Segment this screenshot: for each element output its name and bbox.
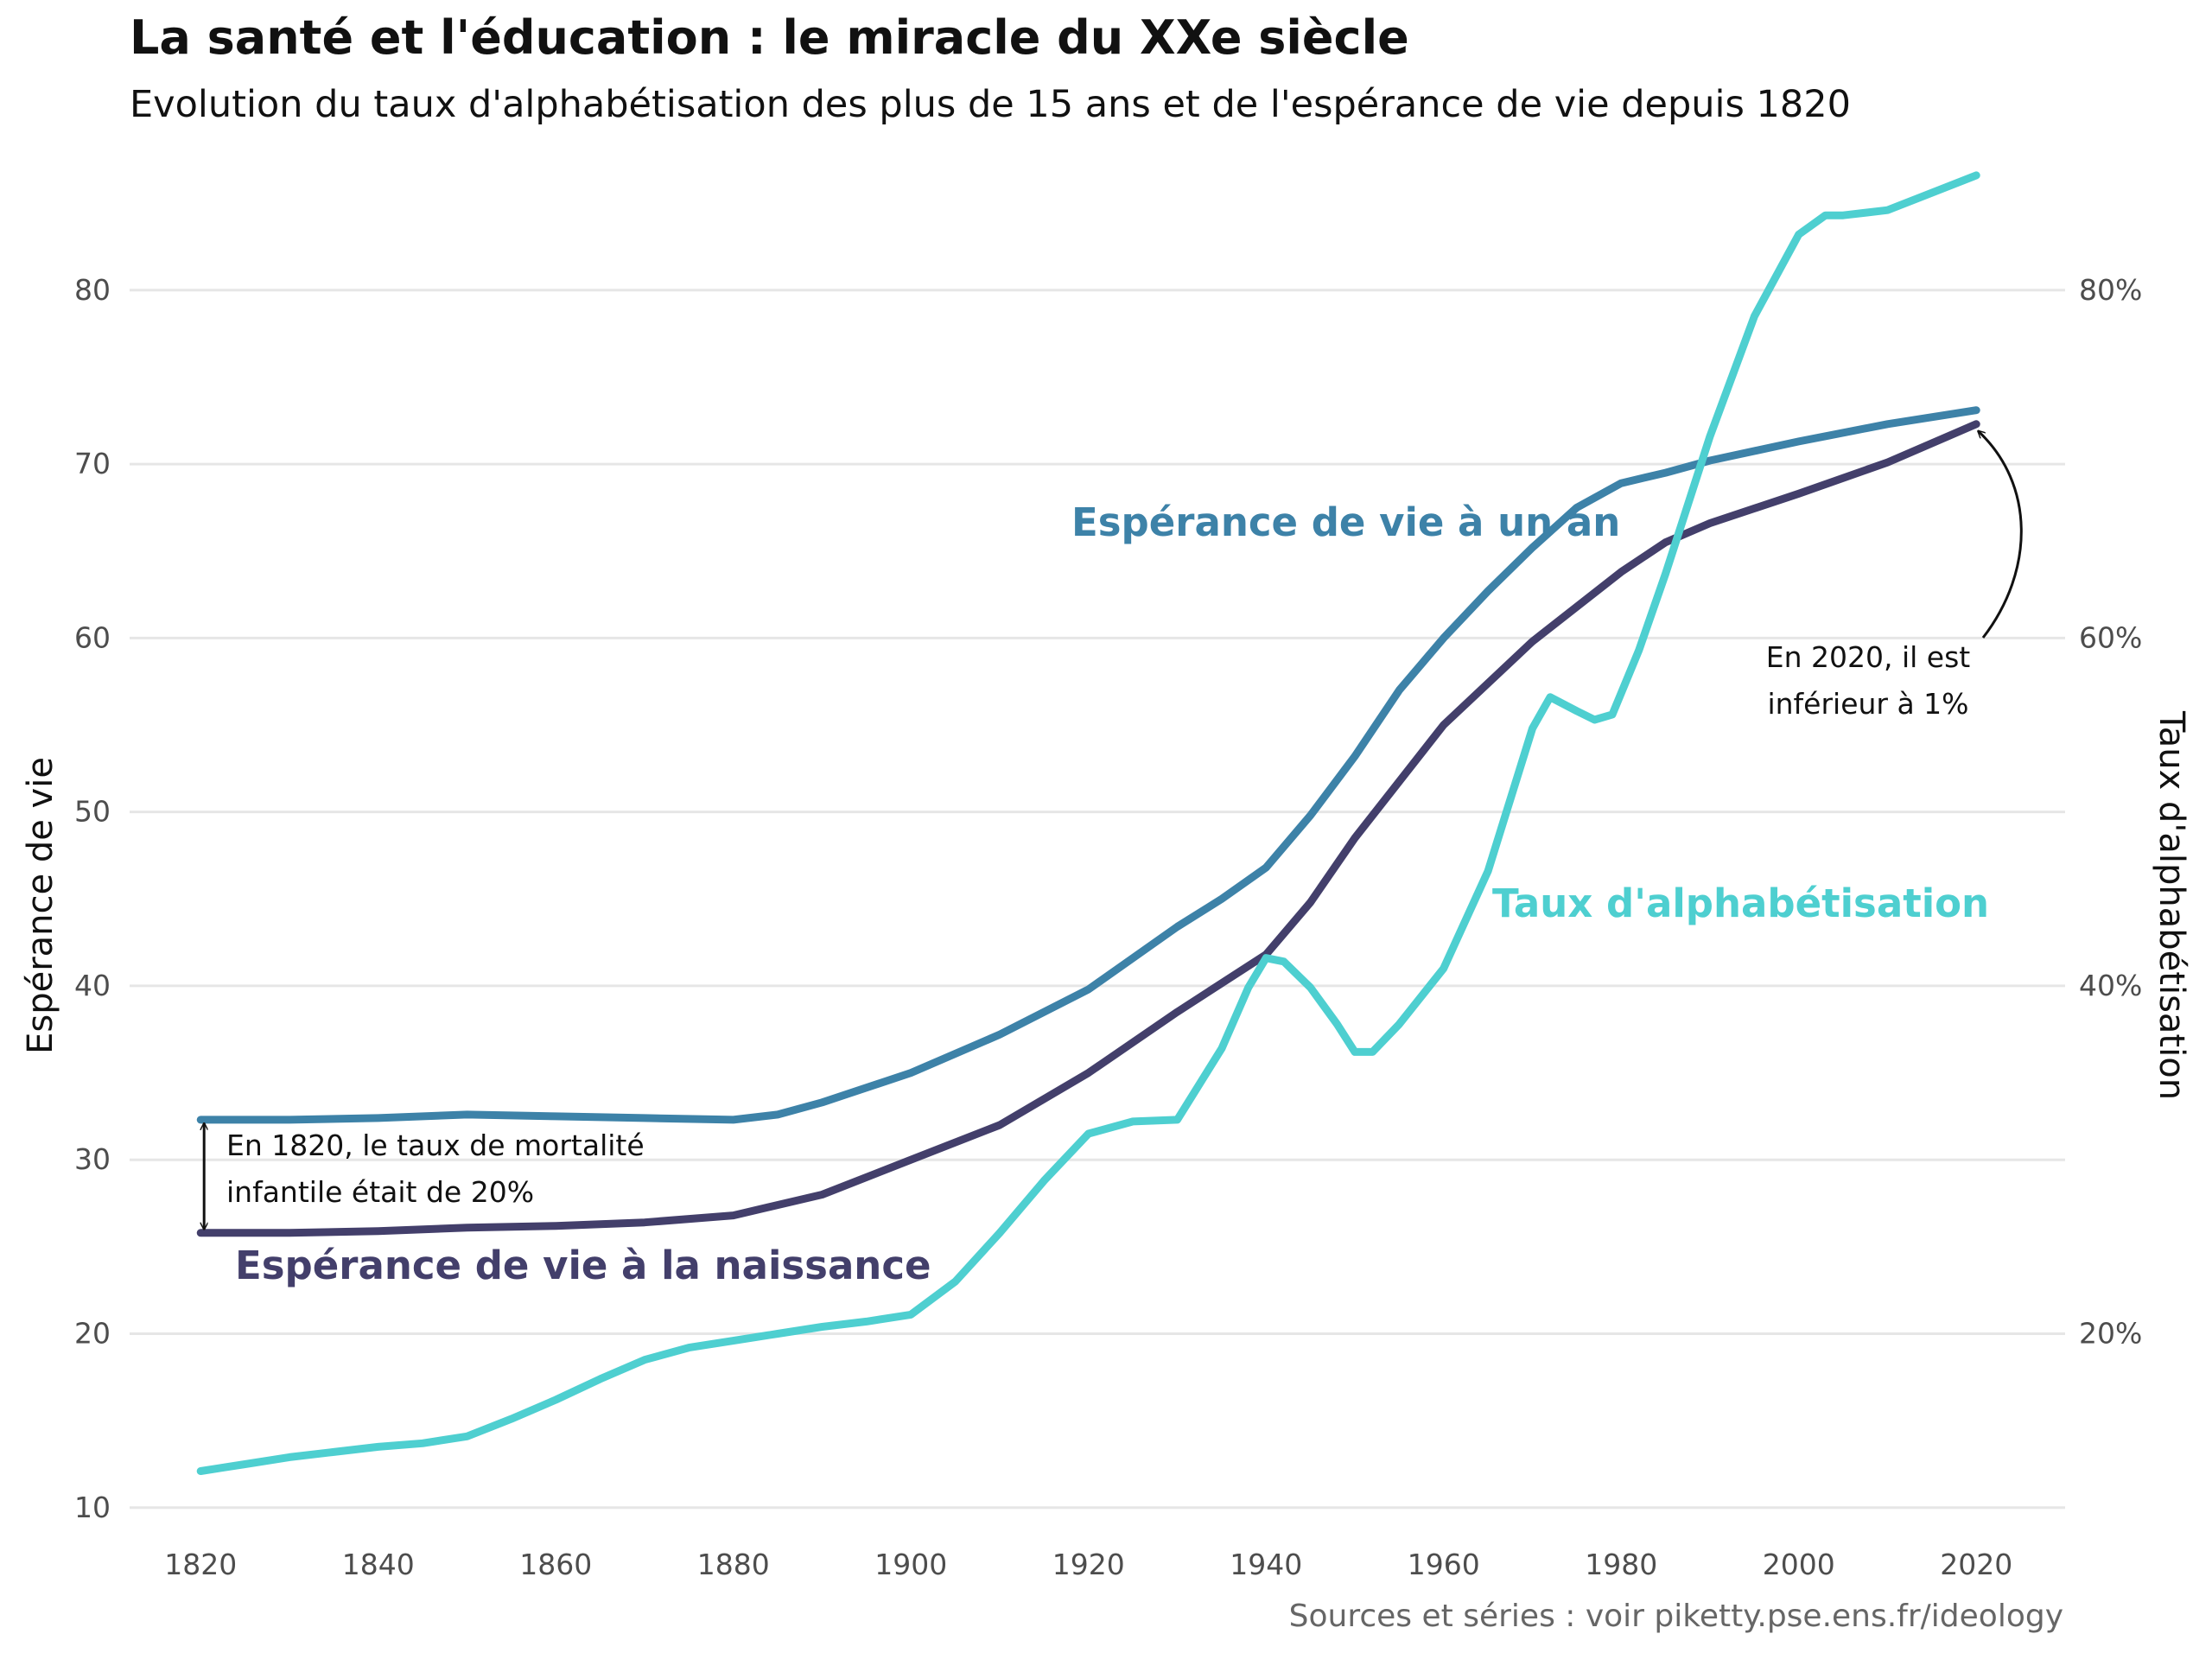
x-tick-label: 1880 <box>697 1548 770 1581</box>
y-axis-right-ticks: 20% 40% 60% 80% <box>2079 273 2142 1351</box>
y-tick-label: 60 <box>74 620 111 654</box>
y-tick-label: 80 <box>74 273 111 307</box>
x-tick-label: 1920 <box>1052 1548 1125 1581</box>
y-tick-label: 30 <box>74 1142 111 1176</box>
x-tick-label: 1840 <box>342 1548 415 1581</box>
y-axis-left-ticks: 10 20 30 40 50 60 70 80 <box>74 273 111 1524</box>
y2-tick-label: 60% <box>2079 620 2142 654</box>
y-tick-label: 70 <box>74 447 111 480</box>
annotation-2020-line-2: inférieur à 1% <box>1767 687 1968 721</box>
annotation-1820-line-1: En 1820, le taux de mortalité <box>226 1128 645 1162</box>
arrow-2020-curved <box>1978 431 2023 639</box>
annotation-2020: En 2020, il est inférieur à 1% <box>1766 431 2023 721</box>
y2-tick-label: 20% <box>2079 1317 2142 1351</box>
annotation-2020-line-1: En 2020, il est <box>1766 640 1971 674</box>
x-tick-label: 1940 <box>1230 1548 1302 1581</box>
y-axis-left-title: Espérance de vie <box>21 757 60 1054</box>
series-line-alphabetisation <box>196 171 1980 1475</box>
annotation-1820: En 1820, le taux de mortalité infantile … <box>204 1123 645 1230</box>
annotation-1820-line-2: infantile était de 20% <box>226 1175 534 1209</box>
x-axis-ticks: 1820 1840 1860 1880 1900 1920 1940 1960 1980 2000… <box>164 1548 2012 1581</box>
x-tick-label: 2020 <box>1940 1548 2012 1581</box>
x-tick-label: 2000 <box>1763 1548 1835 1581</box>
series-label-alphabetisation: Taux d'alphabétisation <box>1492 881 1989 926</box>
y2-tick-label: 80% <box>2079 273 2142 307</box>
source-note: Sources et séries : voir piketty.pse.ens… <box>1288 1599 2063 1634</box>
chart-subtitle: Evolution du taux d'alphabétisation des … <box>130 83 1851 126</box>
y-tick-label: 50 <box>74 795 111 829</box>
x-tick-label: 1960 <box>1408 1548 1480 1581</box>
chart-title: La santé et l'éducation : le miracle du … <box>130 10 1409 65</box>
y-tick-label: 20 <box>74 1317 111 1351</box>
y-axis-right-title: Taux d'alphabétisation <box>2152 710 2191 1100</box>
y-tick-label: 40 <box>74 969 111 1002</box>
x-tick-label: 1900 <box>874 1548 947 1581</box>
y-tick-label: 10 <box>74 1491 111 1524</box>
series-label-esperance-naissance: Espérance de vie à la naissance <box>235 1243 931 1288</box>
x-tick-label: 1820 <box>164 1548 237 1581</box>
x-tick-label: 1980 <box>1585 1548 1657 1581</box>
series-line-esperance-un-an <box>196 406 1980 1124</box>
series-label-esperance-un-an: Espérance de vie à un an <box>1071 499 1620 545</box>
y2-tick-label: 40% <box>2079 969 2142 1002</box>
x-tick-label: 1860 <box>519 1548 592 1581</box>
series-lines <box>196 171 1980 1475</box>
gridlines <box>130 289 2065 1510</box>
